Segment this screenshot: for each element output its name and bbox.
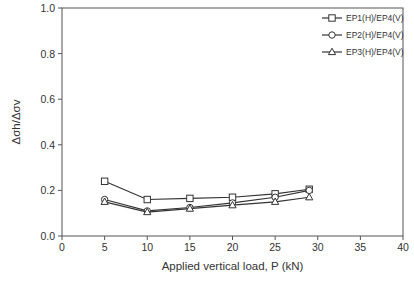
legend-label: EP2(H)/EP4(V)	[346, 30, 404, 40]
legend-label: EP1(H)/EP4(V)	[346, 13, 404, 23]
x-tick	[104, 236, 105, 240]
data-point	[101, 198, 108, 204]
x-tick	[360, 236, 361, 240]
y-tick-label: 0.6	[40, 93, 55, 105]
y-tick-label: 1.0	[40, 2, 55, 14]
x-tick-label: 15	[184, 241, 196, 253]
x-tick-label: 20	[227, 241, 239, 253]
series-line	[105, 181, 310, 199]
data-point	[101, 178, 107, 184]
y-tick	[58, 236, 62, 237]
x-tick-label: 5	[102, 241, 108, 253]
data-point	[144, 196, 150, 202]
y-tick	[58, 190, 62, 191]
x-tick	[317, 236, 318, 240]
chart-svg: 0 5 10 15 20 25 30 35 40 0.0 0.2 0.4 0.6 0.8 1.0 Applie…	[0, 0, 414, 283]
data-point	[186, 205, 193, 211]
x-tick	[403, 236, 404, 240]
plot-frame	[62, 8, 403, 236]
data-point	[272, 198, 279, 204]
x-tick-label: 25	[269, 241, 281, 253]
legend: EP1(H)/EP4(V) EP2(H)/EP4(V) EP3(H)/EP4(V)	[322, 13, 404, 57]
y-tick-label: 0.8	[40, 48, 55, 60]
data-point	[187, 204, 193, 210]
x-tick-label: 30	[312, 241, 324, 253]
y-tick-label: 0.2	[40, 184, 55, 196]
y-tick-label: 0.4	[40, 139, 55, 151]
series-line	[105, 197, 310, 212]
y-axis-label: Δσh/Δσv	[10, 99, 22, 144]
legend-marker	[329, 32, 335, 38]
x-tick	[232, 236, 233, 240]
plot-data	[101, 178, 313, 215]
x-tick	[147, 236, 148, 240]
x-tick	[275, 236, 276, 240]
data-point	[306, 193, 313, 199]
data-point	[187, 195, 193, 201]
x-tick-label: 35	[355, 241, 367, 253]
x-tick	[189, 236, 190, 240]
y-tick	[58, 53, 62, 54]
x-axis-label: Applied vertical load, P (kN)	[162, 260, 304, 272]
y-tick	[58, 8, 62, 9]
legend-marker	[328, 48, 335, 54]
y-tick	[58, 144, 62, 145]
y-tick	[58, 99, 62, 100]
legend-label: EP3(H)/EP4(V)	[346, 47, 404, 57]
x-tick-label: 10	[141, 241, 153, 253]
x-tick	[62, 236, 63, 240]
legend-marker	[329, 15, 335, 21]
data-point	[144, 208, 151, 214]
x-tick-label: 0	[59, 241, 65, 253]
chart-container: 0 5 10 15 20 25 30 35 40 0.0 0.2 0.4 0.6 0.8 1.0 Applie…	[0, 0, 414, 283]
x-tick-label: 40	[397, 241, 409, 253]
data-point	[229, 201, 236, 207]
y-tick-label: 0.0	[40, 230, 55, 242]
